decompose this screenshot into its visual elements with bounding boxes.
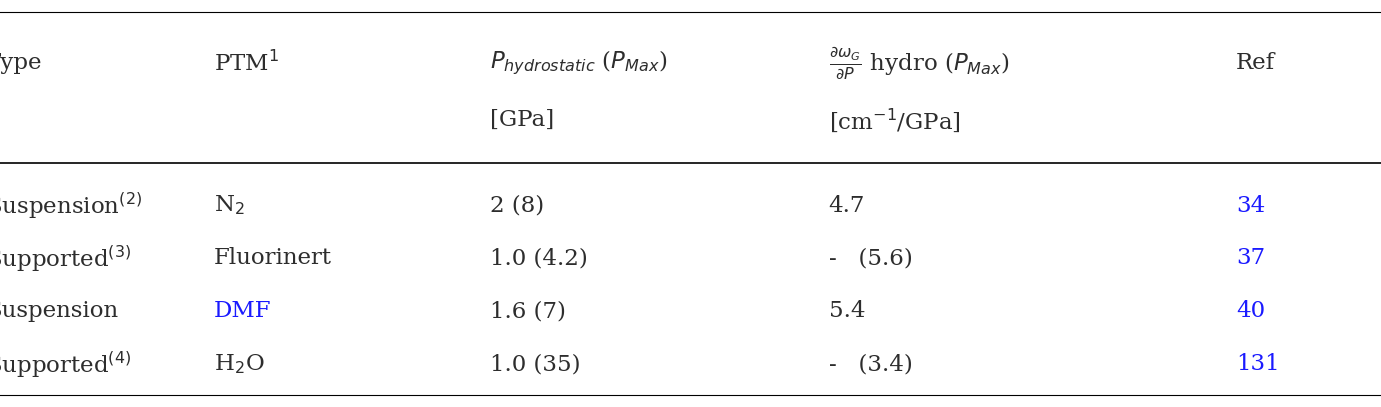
Text: 37: 37 (1236, 247, 1265, 269)
Text: 131: 131 (1236, 353, 1280, 375)
Text: Fluorinert: Fluorinert (214, 247, 331, 269)
Text: [cm$^{-1}$/GPa]: [cm$^{-1}$/GPa] (829, 106, 961, 134)
Text: 4.7: 4.7 (829, 195, 865, 217)
Text: Suspension$^{(2)}$: Suspension$^{(2)}$ (0, 190, 142, 221)
Text: 2 (8): 2 (8) (490, 195, 544, 217)
Text: 40: 40 (1236, 300, 1265, 322)
Text: Suspension: Suspension (0, 300, 119, 322)
Text: $P_{hydrostatic}$ ($P_{Max}$): $P_{hydrostatic}$ ($P_{Max}$) (490, 49, 667, 77)
Text: -   (5.6): - (5.6) (829, 247, 913, 269)
Text: [GPa]: [GPa] (490, 109, 555, 131)
Text: Supported$^{(3)}$: Supported$^{(3)}$ (0, 243, 131, 274)
Text: Ref: Ref (1236, 52, 1275, 74)
Text: DMF: DMF (214, 300, 272, 322)
Text: N$_2$: N$_2$ (214, 194, 244, 217)
Text: $\frac{\partial\omega_G}{\partial P}$ hydro ($P_{Max}$): $\frac{\partial\omega_G}{\partial P}$ hy… (829, 45, 1010, 81)
Text: 1.6 (7): 1.6 (7) (490, 300, 566, 322)
Text: Supported$^{(4)}$: Supported$^{(4)}$ (0, 349, 131, 380)
Text: PTM$^1$: PTM$^1$ (214, 50, 279, 76)
Text: 5.4: 5.4 (829, 300, 865, 322)
Text: H$_2$O: H$_2$O (214, 352, 265, 376)
Text: -   (3.4): - (3.4) (829, 353, 913, 375)
Text: 1.0 (35): 1.0 (35) (490, 353, 581, 375)
Text: 34: 34 (1236, 195, 1265, 217)
Text: Type: Type (0, 52, 43, 74)
Text: 1.0 (4.2): 1.0 (4.2) (490, 247, 588, 269)
